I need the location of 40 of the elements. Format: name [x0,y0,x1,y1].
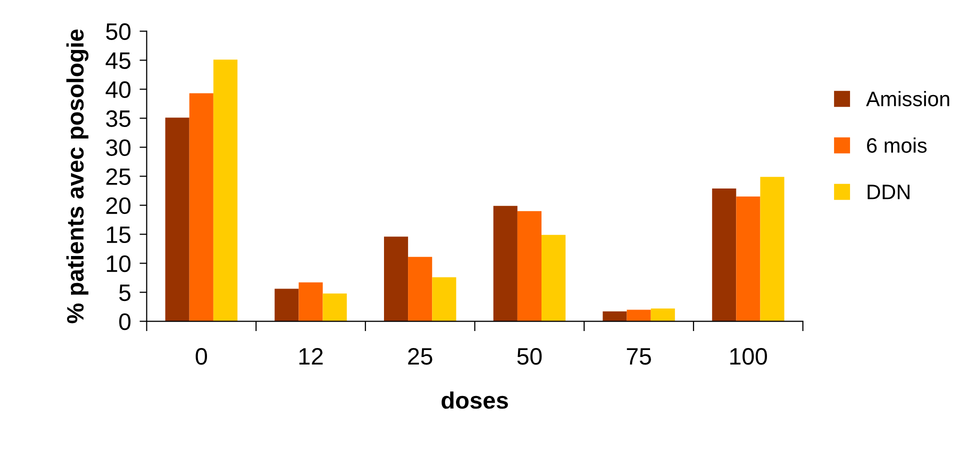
y-tick-label: 15 [106,226,130,244]
bar [760,176,784,322]
bar [213,60,238,322]
x-tick-label: 100 [730,348,767,365]
bar [650,308,675,322]
bar [602,311,627,322]
x-tick-label: 25 [408,348,432,365]
bar [322,293,347,322]
bar [189,93,214,322]
x-tick-label: 0 [196,348,208,365]
x-tick-label: 12 [299,348,323,365]
bar [274,288,299,322]
y-axis-title: % patients avec posologie [66,29,88,324]
legend-label: Amission [866,91,950,106]
y-tick-label: 20 [106,197,130,214]
y-tick-label: 35 [106,110,130,128]
y-tick-label: 40 [106,81,130,98]
bar [517,211,542,322]
x-tick-label: 50 [517,348,542,365]
bar [408,256,432,322]
legend-label: DDN [868,184,910,200]
y-tick-label: 10 [106,255,130,272]
legend-label: 6 mois [867,138,927,153]
y-tick-label: 30 [106,139,130,156]
bar [493,206,518,322]
x-tick-label: 75 [626,348,651,365]
y-tick-label: 45 [106,52,130,70]
y-tick-label: 50 [106,23,130,40]
bar [298,282,323,322]
bar [384,236,408,322]
y-tick-label: 0 [119,313,130,330]
bar [712,188,736,322]
y-tick-label: 25 [106,168,130,186]
bar [165,118,190,322]
y-tick-label: 5 [119,284,130,302]
bar [736,196,760,322]
bar [626,310,651,322]
bar [541,234,566,322]
x-axis-title: doses [442,391,508,409]
bar [432,277,456,322]
